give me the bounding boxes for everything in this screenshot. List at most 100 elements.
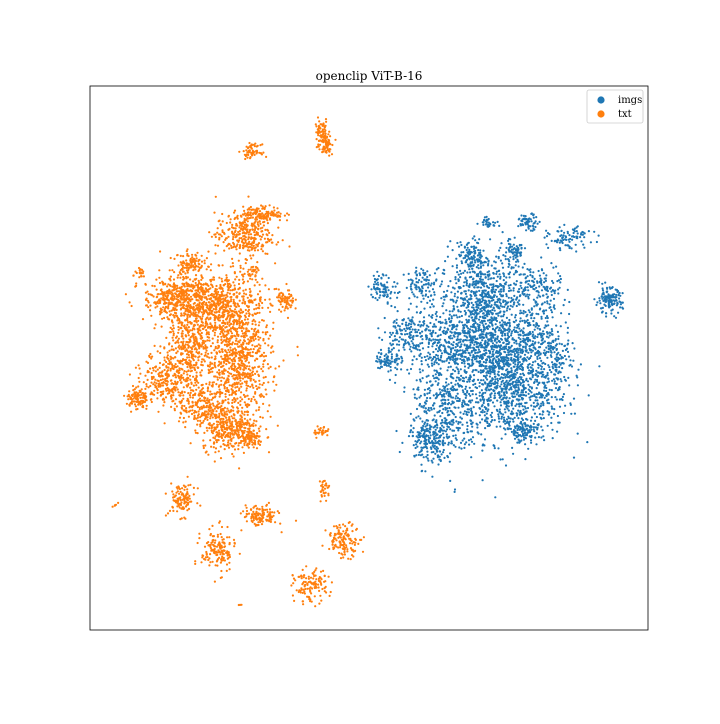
data-point-imgs <box>457 370 460 373</box>
data-point-imgs <box>427 325 430 328</box>
data-point-imgs <box>428 274 431 277</box>
data-point-imgs <box>483 285 486 288</box>
data-point-imgs <box>499 395 502 399</box>
data-point-imgs <box>439 326 442 329</box>
data-point-imgs <box>466 271 469 274</box>
data-point-imgs <box>560 229 563 233</box>
data-point-imgs <box>477 326 480 329</box>
data-point-imgs <box>490 365 493 368</box>
data-point-imgs <box>593 298 596 301</box>
data-point-imgs <box>535 378 539 382</box>
data-point-imgs <box>376 286 379 289</box>
data-point-imgs <box>434 331 437 335</box>
data-point-imgs <box>420 440 423 443</box>
data-point-imgs <box>398 343 401 346</box>
data-point-imgs <box>426 301 429 304</box>
data-point-imgs <box>528 279 531 282</box>
data-point-imgs <box>531 285 534 288</box>
data-point-imgs <box>532 422 535 425</box>
data-point-imgs <box>519 383 522 386</box>
data-point-imgs <box>520 435 523 438</box>
data-point-imgs <box>421 290 424 293</box>
data-point-imgs <box>378 296 381 299</box>
data-point-imgs <box>429 321 432 325</box>
data-point-imgs <box>479 342 482 345</box>
data-point-imgs <box>505 353 508 357</box>
data-point-imgs <box>415 266 418 269</box>
data-point-imgs <box>522 288 525 291</box>
data-point-imgs <box>521 398 524 401</box>
data-point-imgs <box>432 355 435 359</box>
data-point-imgs <box>494 359 497 362</box>
data-point-txt <box>249 351 252 354</box>
data-point-imgs <box>534 325 537 328</box>
data-point-imgs <box>482 312 485 315</box>
data-point-imgs <box>593 230 596 233</box>
data-point-imgs <box>535 286 538 289</box>
data-point-imgs <box>463 410 466 413</box>
data-point-imgs <box>385 353 388 356</box>
data-point-imgs <box>436 424 439 427</box>
data-point-imgs <box>453 361 456 364</box>
data-point-imgs <box>466 430 469 434</box>
data-point-imgs <box>566 331 569 334</box>
data-point-imgs <box>503 396 506 399</box>
data-point-imgs <box>518 299 521 302</box>
data-point-imgs <box>415 311 418 314</box>
data-point-imgs <box>519 294 522 297</box>
data-point-imgs <box>498 301 501 304</box>
data-point-imgs <box>479 399 482 402</box>
data-point-imgs <box>419 394 422 397</box>
data-point-imgs <box>545 399 549 402</box>
data-point-imgs <box>551 407 554 410</box>
data-point-imgs <box>411 328 414 331</box>
data-point-imgs <box>555 353 558 356</box>
data-point-imgs <box>526 220 529 223</box>
data-point-imgs <box>512 303 515 306</box>
data-point-imgs <box>502 362 505 365</box>
data-point-imgs <box>428 440 431 443</box>
data-point-imgs <box>408 297 411 300</box>
data-point-imgs <box>478 256 481 259</box>
data-point-imgs <box>513 301 516 304</box>
data-point-imgs <box>482 281 486 284</box>
data-point-imgs <box>442 385 445 388</box>
data-point-imgs <box>460 260 463 263</box>
data-point-imgs <box>575 230 578 233</box>
data-point-imgs <box>541 370 544 374</box>
data-point-imgs <box>549 306 552 309</box>
data-point-imgs <box>576 432 579 435</box>
data-point-imgs <box>509 289 512 292</box>
data-point-imgs <box>435 268 438 271</box>
data-point-imgs <box>483 406 486 409</box>
data-point-imgs <box>502 286 505 289</box>
data-point-imgs <box>608 298 611 302</box>
data-point-imgs <box>413 455 416 458</box>
data-point-imgs <box>478 298 481 301</box>
data-point-imgs <box>412 346 415 349</box>
data-point-txt <box>228 357 232 360</box>
data-point-txt <box>252 395 255 398</box>
data-point-imgs <box>561 349 565 352</box>
data-point-imgs <box>409 412 412 415</box>
data-point-imgs <box>550 371 553 374</box>
data-point-imgs <box>501 231 504 234</box>
data-point-txt <box>247 397 250 401</box>
data-point-imgs <box>401 329 404 332</box>
data-point-imgs <box>473 320 477 323</box>
data-point-imgs <box>499 458 502 461</box>
data-point-txt <box>264 354 268 358</box>
data-point-imgs <box>526 406 530 410</box>
data-point-imgs <box>492 444 495 447</box>
data-point-imgs <box>449 298 452 301</box>
data-point-imgs <box>555 324 558 327</box>
data-point-imgs <box>481 396 484 399</box>
data-point-imgs <box>390 353 393 356</box>
data-point-imgs <box>548 334 551 337</box>
data-point-imgs <box>470 290 473 293</box>
data-point-imgs <box>539 416 542 419</box>
data-point-imgs <box>457 309 460 312</box>
data-point-imgs <box>494 221 497 224</box>
data-point-imgs <box>493 371 496 374</box>
data-point-imgs <box>564 321 567 324</box>
